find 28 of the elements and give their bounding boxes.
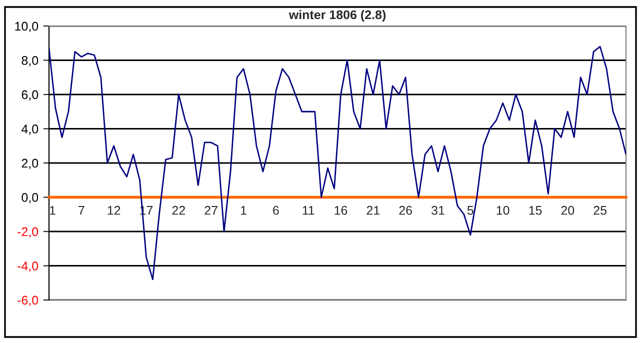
x-tick-label: 15 xyxy=(529,206,542,215)
x-tick-label: 11 xyxy=(302,206,314,215)
y-tick-label: -6,0 xyxy=(18,296,38,306)
x-tick-label: 6 xyxy=(273,206,279,215)
x-tick-label: 16 xyxy=(334,206,348,215)
line-series xyxy=(49,46,626,280)
y-tick-label: -2,0 xyxy=(18,227,38,238)
y-tick-label: 4,0 xyxy=(21,124,38,135)
x-tick-label: 20 xyxy=(561,206,574,215)
x-tick-label: 1 xyxy=(50,206,56,215)
x-tick-label: 27 xyxy=(204,206,218,215)
x-tick-label: 26 xyxy=(399,206,412,215)
y-tick-label: 8,0 xyxy=(22,56,38,66)
x-tick-label: 12 xyxy=(108,206,120,215)
x-tick-label: 1 xyxy=(240,206,246,215)
x-tick-label: 10 xyxy=(496,206,510,215)
y-tick-label: 6,0 xyxy=(22,90,38,101)
y-tick-label: 10,0 xyxy=(15,22,38,32)
x-tick-label: 7 xyxy=(78,206,84,215)
y-tick-label: 2,0 xyxy=(22,158,38,170)
chart-title: winter 1806 (2.8) xyxy=(288,10,386,22)
y-tick-label: -4,0 xyxy=(18,262,38,272)
x-tick-label: 22 xyxy=(172,206,185,215)
x-tick-label: 31 xyxy=(432,206,444,215)
y-tick-label: 0,0 xyxy=(22,193,38,204)
x-tick-label: 25 xyxy=(594,206,606,215)
x-tick-label: 21 xyxy=(366,206,380,215)
x-tick-label: 5 xyxy=(467,206,474,215)
